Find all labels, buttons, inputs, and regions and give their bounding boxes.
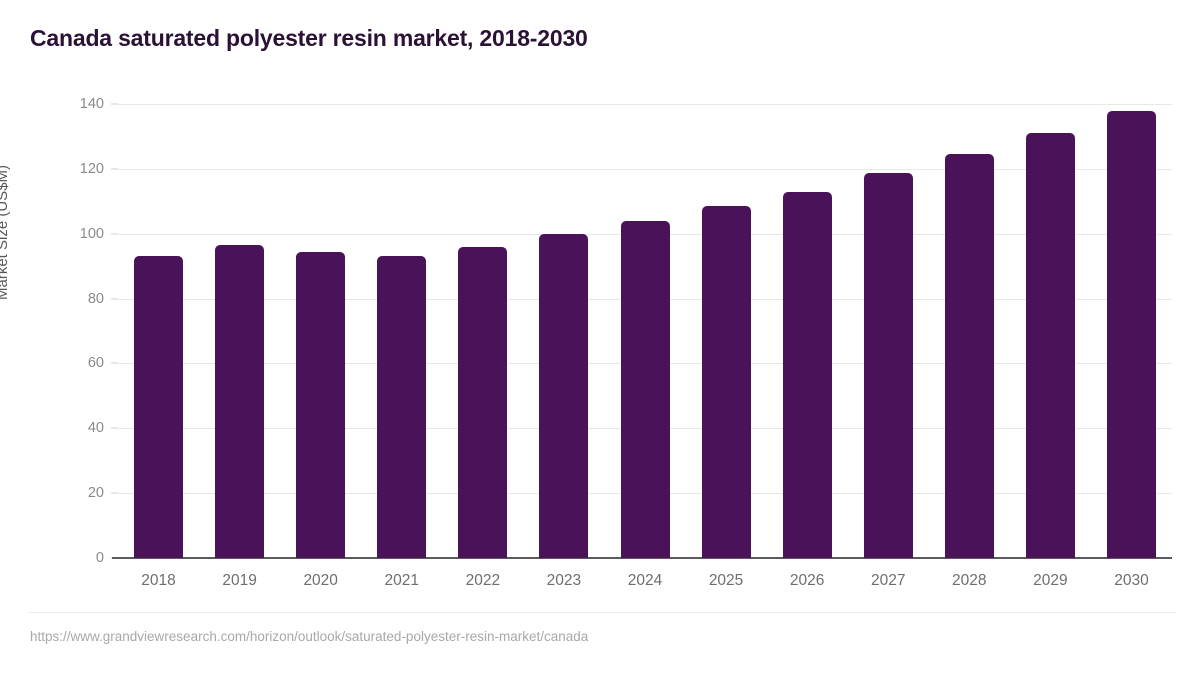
y-tick-label: 140 — [79, 96, 104, 112]
footer-divider — [28, 612, 1176, 613]
bar-2028[interactable] — [944, 154, 994, 558]
page-title: Canada saturated polyester resin market,… — [30, 25, 588, 51]
x-tick-label: 2026 — [789, 572, 825, 589]
y-axis-title: Market Size (US$M) — [0, 164, 11, 300]
y-tick-mark — [111, 362, 118, 364]
bars-layer — [118, 104, 1172, 558]
x-tick-label: 2022 — [465, 572, 501, 589]
x-tick-label: 2028 — [952, 572, 987, 589]
bar-2023[interactable] — [539, 233, 589, 558]
x-tick-label: 2027 — [870, 572, 906, 589]
x-tick-label: 2018 — [141, 572, 176, 589]
gridline — [118, 104, 1172, 105]
y-tick-mark — [111, 427, 118, 429]
y-tick-label: 40 — [87, 420, 104, 437]
bar-2026[interactable] — [782, 191, 832, 558]
y-tick-label: 100 — [79, 225, 104, 242]
bar-2029[interactable] — [1025, 133, 1075, 558]
x-tick-label: 2023 — [546, 572, 582, 589]
bar-2019[interactable] — [215, 245, 265, 558]
x-tick-label: 2024 — [627, 572, 663, 589]
bar-2022[interactable] — [458, 246, 508, 558]
y-tick-label: 80 — [87, 290, 104, 307]
x-tick-label: 2025 — [708, 572, 744, 589]
x-tick-label: 2020 — [303, 572, 338, 589]
x-tick-label: 2019 — [222, 572, 257, 589]
bar-2024[interactable] — [620, 220, 670, 558]
bar-2021[interactable] — [377, 256, 427, 558]
y-tick-label: 120 — [79, 160, 104, 177]
bar-2027[interactable] — [863, 172, 913, 558]
y-tick-label: 0 — [95, 550, 104, 566]
y-tick-mark — [111, 492, 118, 494]
x-tick-label: 2021 — [384, 572, 419, 589]
y-tick-mark — [111, 168, 118, 170]
x-tick-label: 2029 — [1033, 572, 1068, 589]
y-tick-mark — [111, 298, 118, 300]
bar-2030[interactable] — [1106, 111, 1156, 558]
x-tick-label: 2030 — [1114, 572, 1149, 589]
source-url[interactable]: https://www.grandviewresearch.com/horizo… — [30, 629, 589, 644]
bar-2020[interactable] — [296, 251, 346, 558]
y-tick-mark — [111, 233, 118, 235]
bar-2025[interactable] — [701, 206, 751, 558]
y-tick-label: 20 — [87, 485, 104, 502]
gridline — [118, 168, 1172, 170]
y-tick-mark — [111, 103, 118, 105]
y-tick-label: 60 — [87, 355, 104, 372]
x-axis-line — [112, 557, 1172, 559]
bar-2018[interactable] — [134, 256, 184, 558]
